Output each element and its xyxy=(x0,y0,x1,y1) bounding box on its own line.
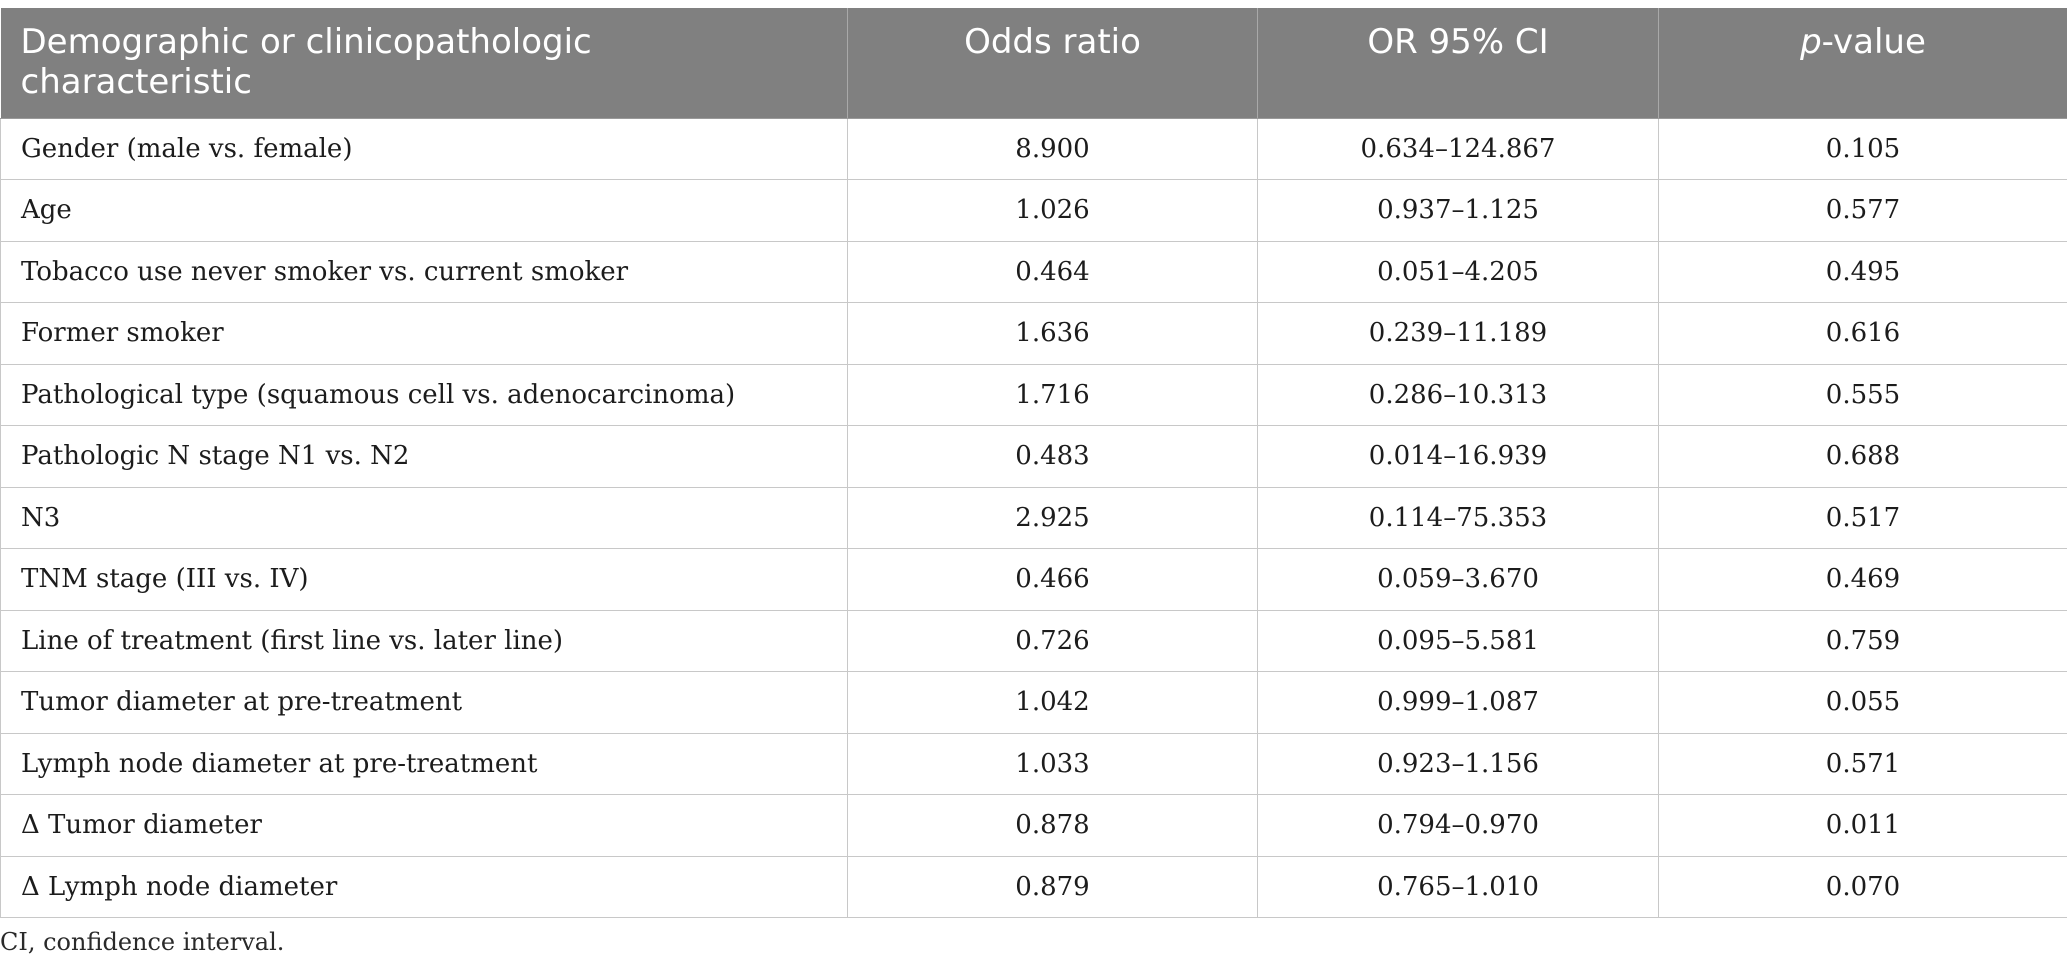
cell-ci: 0.014–16.939 xyxy=(1257,425,1659,488)
table-header: Demographic or clinicopathologic charact… xyxy=(0,8,2067,119)
cell-odds-ratio: 0.726 xyxy=(847,609,1258,672)
header-characteristic: Demographic or clinicopathologic charact… xyxy=(0,8,848,119)
cell-p-value: 0.616 xyxy=(1658,302,2067,365)
cell-p-value: 0.517 xyxy=(1658,486,2067,549)
cell-characteristic: N3 xyxy=(0,486,848,549)
cell-characteristic: Age xyxy=(0,179,848,242)
cell-characteristic: Lymph node diameter at pre-treatment xyxy=(0,732,848,795)
cell-characteristic: TNM stage (III vs. IV) xyxy=(0,548,848,611)
cell-odds-ratio: 0.466 xyxy=(847,548,1258,611)
cell-p-value: 0.577 xyxy=(1658,179,2067,242)
table-row: Tumor diameter at pre-treatment 1.042 0.99… xyxy=(0,671,2067,734)
table-row: Tobacco use never smoker vs. current smo… xyxy=(0,240,2067,303)
cell-ci: 0.999–1.087 xyxy=(1257,671,1659,734)
table-row: Δ Tumor diameter 0.878 0.794–0.970 0.011 xyxy=(0,794,2067,857)
cell-p-value: 0.105 xyxy=(1658,117,2067,180)
cell-ci: 0.794–0.970 xyxy=(1257,794,1659,857)
table-row: TNM stage (III vs. IV) 0.466 0.059–3.670 0.… xyxy=(0,548,2067,611)
cell-p-value: 0.688 xyxy=(1658,425,2067,488)
table-row: Age 1.026 0.937–1.125 0.577 xyxy=(0,179,2067,242)
table-body: Gender (male vs. female) 8.900 0.634–124.8… xyxy=(0,117,2067,918)
cell-odds-ratio: 0.483 xyxy=(847,425,1258,488)
header-p-suffix: -value xyxy=(1821,22,1926,62)
cell-ci: 0.051–4.205 xyxy=(1257,240,1659,303)
header-row: Demographic or clinicopathologic charact… xyxy=(0,8,2067,119)
cell-p-value: 0.495 xyxy=(1658,240,2067,303)
cell-characteristic: Pathologic N stage N1 vs. N2 xyxy=(0,425,848,488)
cell-p-value: 0.759 xyxy=(1658,609,2067,672)
cell-characteristic: Former smoker xyxy=(0,302,848,365)
table-row: Line of treatment (first line vs. later … xyxy=(0,609,2067,672)
cell-odds-ratio: 1.042 xyxy=(847,671,1258,734)
table-row: Δ Lymph node diameter 0.879 0.765–1.010 0.0… xyxy=(0,855,2067,918)
odds-ratio-table: Demographic or clinicopathologic charact… xyxy=(0,8,2067,918)
cell-odds-ratio: 1.026 xyxy=(847,179,1258,242)
header-p-italic: p xyxy=(1800,22,1822,62)
table-row: Pathologic N stage N1 vs. N2 0.483 0.014–1… xyxy=(0,425,2067,488)
cell-odds-ratio: 0.879 xyxy=(847,855,1258,918)
cell-characteristic: Δ Tumor diameter xyxy=(0,794,848,857)
cell-ci: 0.114–75.353 xyxy=(1257,486,1659,549)
cell-p-value: 0.555 xyxy=(1658,363,2067,426)
cell-characteristic: Pathological type (squamous cell vs. ade… xyxy=(0,363,848,426)
cell-ci: 0.923–1.156 xyxy=(1257,732,1659,795)
cell-characteristic: Tumor diameter at pre-treatment xyxy=(0,671,848,734)
cell-odds-ratio: 1.636 xyxy=(847,302,1258,365)
cell-odds-ratio: 2.925 xyxy=(847,486,1258,549)
cell-ci: 0.286–10.313 xyxy=(1257,363,1659,426)
cell-ci: 0.239–11.189 xyxy=(1257,302,1659,365)
cell-odds-ratio: 0.878 xyxy=(847,794,1258,857)
cell-characteristic: Gender (male vs. female) xyxy=(0,117,848,180)
cell-p-value: 0.571 xyxy=(1658,732,2067,795)
cell-odds-ratio: 1.033 xyxy=(847,732,1258,795)
table-footnote: CI, confidence interval. xyxy=(0,928,285,956)
cell-ci: 0.634–124.867 xyxy=(1257,117,1659,180)
header-ci: OR 95% CI xyxy=(1257,8,1659,119)
cell-odds-ratio: 8.900 xyxy=(847,117,1258,180)
results-table-container: Demographic or clinicopathologic charact… xyxy=(0,8,2067,918)
cell-characteristic: Tobacco use never smoker vs. current smo… xyxy=(0,240,848,303)
table-row: N3 2.925 0.114–75.353 0.517 xyxy=(0,486,2067,549)
table-row: Gender (male vs. female) 8.900 0.634–124.8… xyxy=(0,117,2067,180)
cell-p-value: 0.011 xyxy=(1658,794,2067,857)
header-odds-ratio: Odds ratio xyxy=(847,8,1258,119)
cell-ci: 0.095–5.581 xyxy=(1257,609,1659,672)
cell-ci: 0.765–1.010 xyxy=(1257,855,1659,918)
table-row: Pathological type (squamous cell vs. ade… xyxy=(0,363,2067,426)
cell-odds-ratio: 1.716 xyxy=(847,363,1258,426)
table-row: Lymph node diameter at pre-treatment 1.03… xyxy=(0,732,2067,795)
table-row: Former smoker 1.636 0.239–11.189 0.616 xyxy=(0,302,2067,365)
cell-p-value: 0.469 xyxy=(1658,548,2067,611)
cell-characteristic: Line of treatment (first line vs. later … xyxy=(0,609,848,672)
cell-ci: 0.059–3.670 xyxy=(1257,548,1659,611)
cell-ci: 0.937–1.125 xyxy=(1257,179,1659,242)
cell-p-value: 0.055 xyxy=(1658,671,2067,734)
cell-p-value: 0.070 xyxy=(1658,855,2067,918)
cell-characteristic: Δ Lymph node diameter xyxy=(0,855,848,918)
header-p-value: p-value xyxy=(1658,8,2067,119)
cell-odds-ratio: 0.464 xyxy=(847,240,1258,303)
